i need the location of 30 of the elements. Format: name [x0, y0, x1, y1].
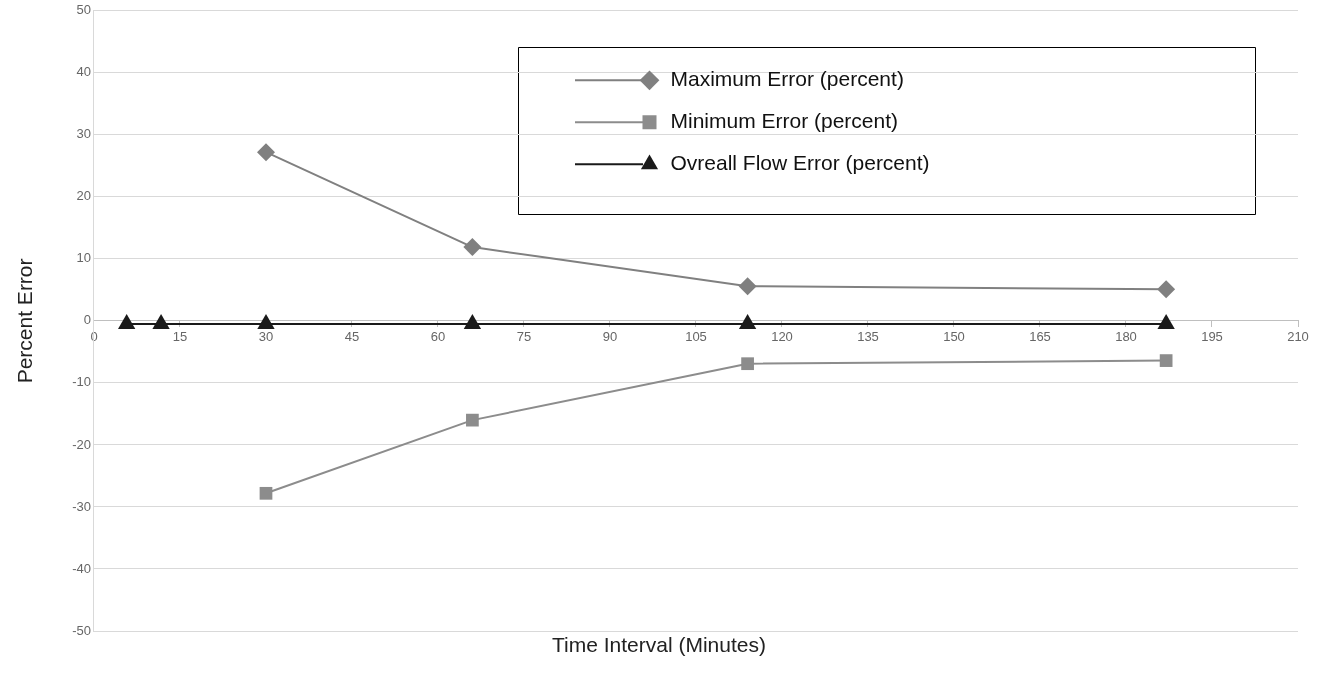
legend-label: Minimum Error (percent) — [670, 109, 899, 133]
y-tick-label: 20 — [76, 188, 91, 204]
x-axis-title: Time Interval (Minutes) — [552, 633, 766, 656]
y-tick-label: -10 — [72, 374, 91, 390]
x-tick-label: 45 — [344, 329, 360, 345]
y-axis-title: Percent Error — [13, 258, 37, 384]
legend-label: Maximum Error (percent) — [670, 67, 904, 91]
x-tick-label: 135 — [857, 329, 879, 345]
y-tick-label: -40 — [72, 560, 91, 576]
legend-label: Ovreall Flow Error (percent) — [670, 151, 930, 175]
x-tick-label: 30 — [258, 329, 274, 345]
y-tick-label: 40 — [76, 64, 91, 80]
x-tick-label: 165 — [1029, 329, 1051, 345]
x-tick-label: 60 — [430, 329, 446, 345]
y-tick-label: 0 — [83, 312, 91, 328]
y-tick-label: -50 — [72, 622, 91, 638]
y-tick-label: 30 — [76, 126, 91, 142]
x-tick-label: 120 — [771, 329, 793, 345]
y-tick-label: -20 — [72, 436, 91, 452]
x-tick-label: 150 — [943, 329, 965, 345]
x-tick-label: 15 — [172, 329, 188, 345]
x-tick-label: 180 — [1115, 329, 1137, 345]
x-tick-label: 75 — [516, 329, 532, 345]
x-tick-label: 210 — [1287, 329, 1309, 345]
y-tick-label: 50 — [76, 2, 91, 18]
x-tick-label: 105 — [685, 329, 707, 345]
y-tick-label: -30 — [72, 498, 91, 514]
x-tick-label: 195 — [1201, 329, 1223, 345]
x-tick-label: 90 — [602, 329, 618, 345]
y-tick-label: 10 — [76, 250, 91, 266]
